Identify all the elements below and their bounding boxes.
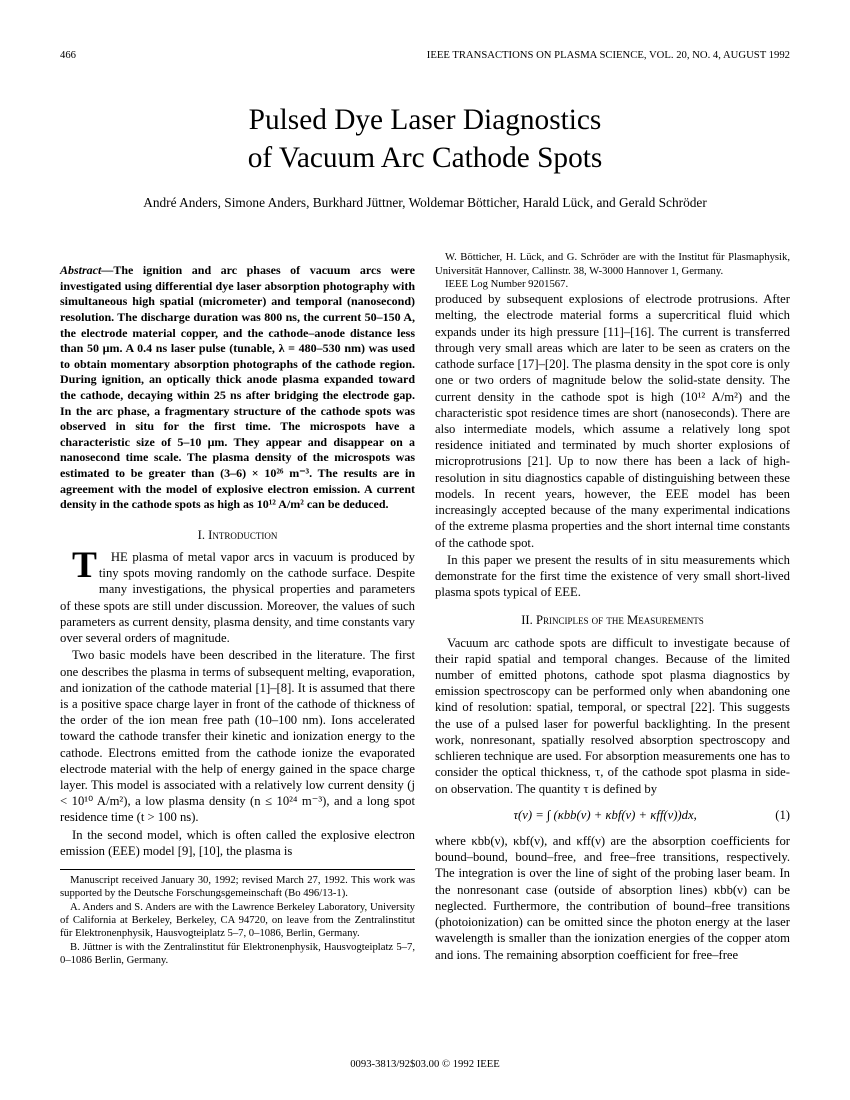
abstract-label: Abstract— [60, 263, 113, 277]
page-number: 466 [60, 50, 76, 61]
title-line-1: Pulsed Dye Laser Diagnostics [249, 104, 602, 136]
footnote-line-2: A. Anders and S. Anders are with the Law… [60, 901, 415, 941]
col2-para-3: Vacuum arc cathode spots are difficult t… [435, 635, 790, 797]
section-2-heading: II. Principles of the Measurements [435, 612, 790, 628]
equation-text: τ(ν) = ∫ (κbb(ν) + κbf(ν) + κff(ν))dx, [513, 808, 696, 822]
footnote-line-5: IEEE Log Number 9201567. [435, 278, 790, 291]
equation-number: (1) [775, 807, 790, 823]
equation-1: τ(ν) = ∫ (κbb(ν) + κbf(ν) + κff(ν))dx, (… [435, 807, 790, 823]
title-line-2: of Vacuum Arc Cathode Spots [248, 142, 603, 174]
col2-para-4: where κbb(ν), κbf(ν), and κff(ν) are the… [435, 833, 790, 963]
page: 466 IEEE TRANSACTIONS ON PLASMA SCIENCE,… [0, 0, 850, 1100]
footnote-line-3: B. Jüttner is with the Zentralinstitut f… [60, 941, 415, 968]
intro-para-1: THE plasma of metal vapor arcs in vacuum… [60, 549, 415, 646]
intro-para-2: Two basic models have been described in … [60, 647, 415, 825]
col2-para-1: produced by subsequent explosions of ele… [435, 291, 790, 551]
running-header: 466 IEEE TRANSACTIONS ON PLASMA SCIENCE,… [60, 50, 790, 61]
col2-para-2: In this paper we present the results of … [435, 552, 790, 601]
body-columns: Abstract—The ignition and arc phases of … [60, 251, 790, 967]
footnote-line-4: W. Bötticher, H. Lück, and G. Schröder a… [435, 251, 790, 278]
journal-info: IEEE TRANSACTIONS ON PLASMA SCIENCE, VOL… [427, 50, 790, 61]
authors: André Anders, Simone Anders, Burkhard Jü… [60, 195, 790, 211]
section-1-heading: I. Introduction [60, 527, 415, 543]
intro-para-3: In the second model, which is often call… [60, 827, 415, 859]
abstract: Abstract—The ignition and arc phases of … [60, 263, 415, 513]
abstract-text: The ignition and arc phases of vacuum ar… [60, 263, 415, 511]
paper-title: Pulsed Dye Laser Diagnostics of Vacuum A… [60, 101, 790, 177]
copyright-footer: 0093-3813/92$03.00 © 1992 IEEE [0, 1059, 850, 1070]
footnote-line-1: Manuscript received January 30, 1992; re… [60, 874, 415, 901]
